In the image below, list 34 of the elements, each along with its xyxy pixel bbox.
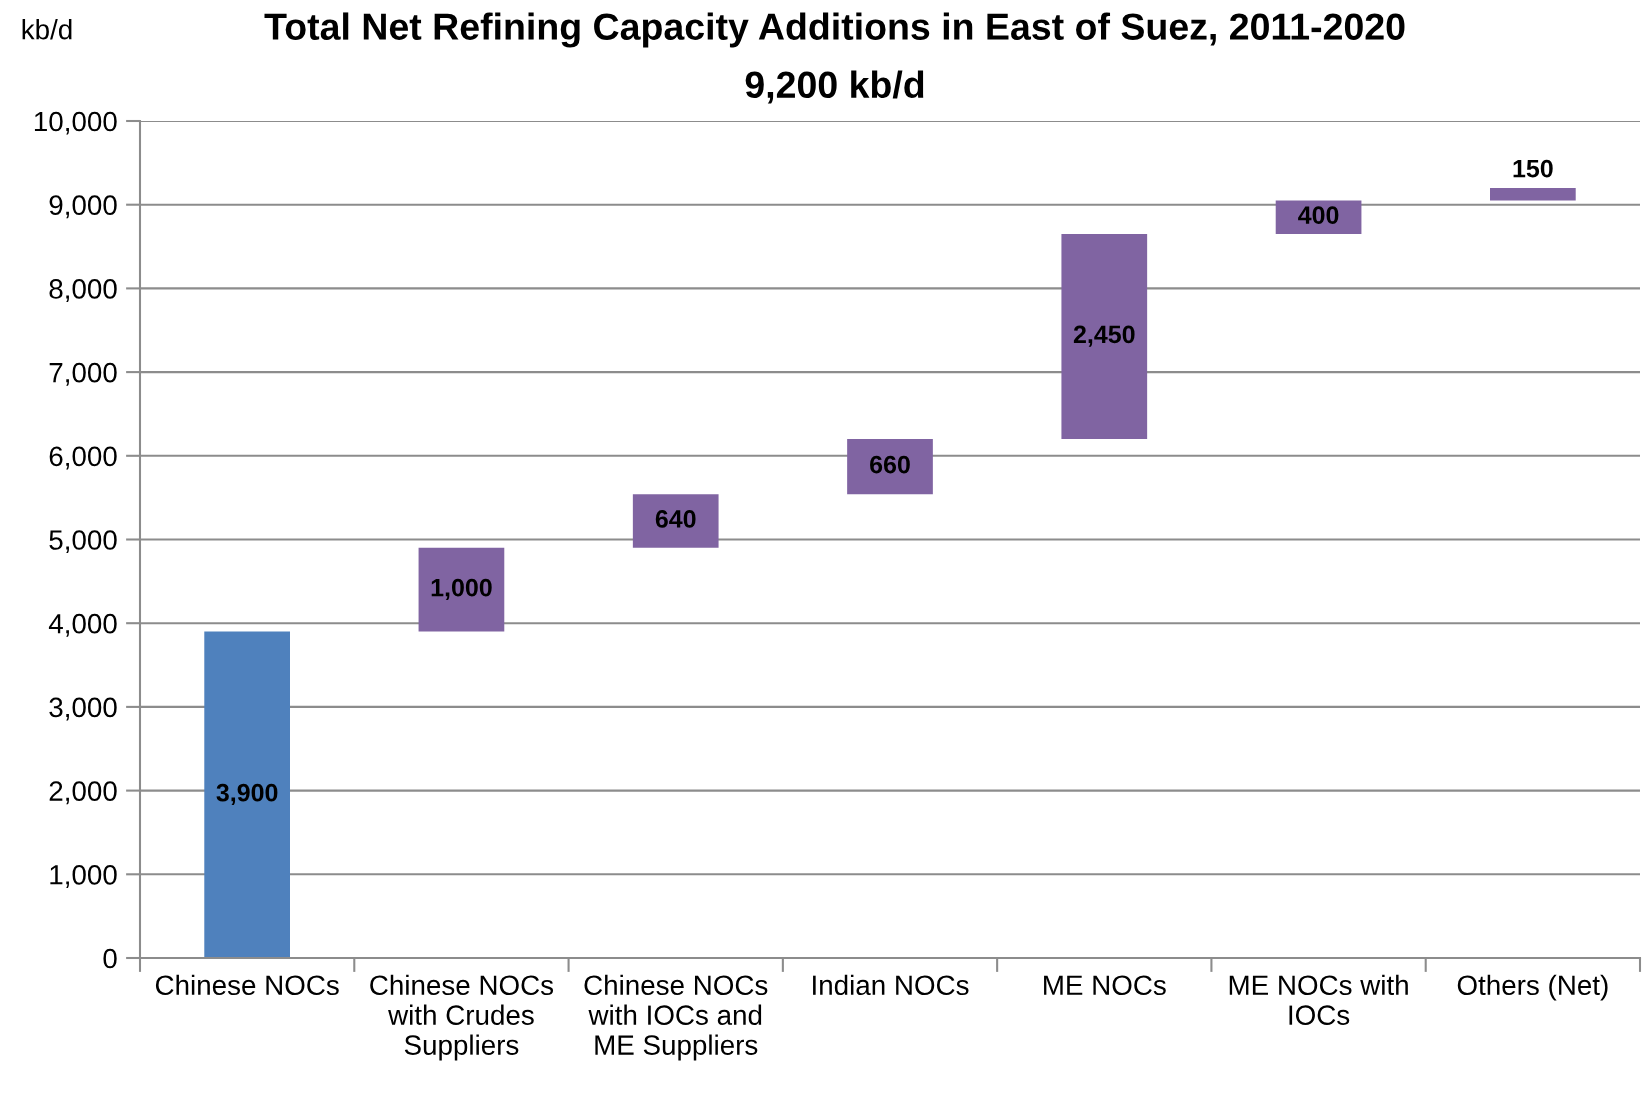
x-tick-label: Chinese NOCs [155, 974, 339, 996]
y-tick-label: 5,000 [49, 530, 117, 554]
y-tick-label: 4,000 [48, 613, 117, 637]
y-tick-label: 3,000 [49, 697, 117, 721]
bar [1061, 234, 1148, 440]
y-tick-label: 7,000 [49, 362, 117, 386]
x-tick-label: ME NOCs with IOCs [1229, 974, 1408, 1025]
data-label: 1,000 [431, 578, 492, 601]
y-tick-label: 10,000 [34, 111, 117, 135]
y-tick-label: 1,000 [50, 864, 117, 888]
bar [847, 439, 933, 495]
chart-subtitle: 9,200 kb/d [745, 70, 924, 104]
x-tick-label: ME NOCs [1044, 975, 1166, 996]
chart-title: Total Net Refining Capacity Additions in East of Suez, 2011-2020 [264, 12, 1405, 48]
y-tick-label: 0 [103, 948, 117, 969]
x-tick-label: Others (Net) [1457, 974, 1608, 1001]
y-tick-label: 9,000 [49, 195, 117, 219]
x-tick-label: Indian NOCs [813, 974, 969, 996]
data-label: 3,900 [216, 783, 278, 806]
bar [632, 494, 719, 548]
data-label: 400 [1298, 206, 1339, 224]
x-tick-label: Chinese NOCs with IOCs and ME Suppliers [584, 974, 768, 1061]
bar [418, 547, 505, 632]
y-tick-label: 8,000 [49, 279, 117, 303]
bar [1490, 187, 1576, 201]
y-tick-label: 2,000 [49, 781, 117, 805]
data-label: 660 [870, 455, 910, 474]
data-label: 2,450 [1073, 325, 1135, 347]
bar [204, 631, 290, 958]
data-label: 640 [655, 510, 696, 528]
data-label: 150 [1513, 159, 1553, 178]
y-axis-title: kb/d [22, 19, 72, 40]
y-tick-label: 6,000 [49, 446, 117, 470]
x-tick-label: Chinese NOCs with Crudes Suppliers [370, 974, 554, 1061]
